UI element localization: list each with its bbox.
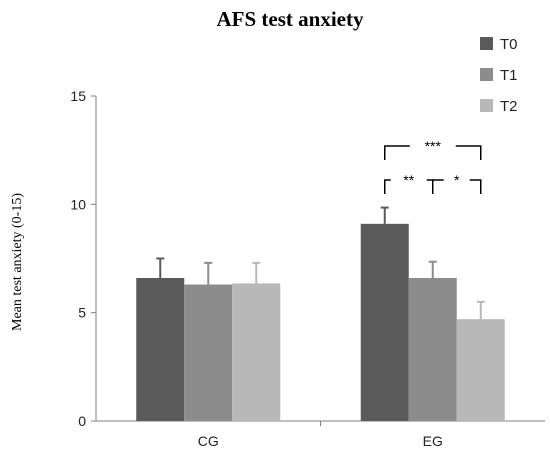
significance-label: ** <box>403 172 414 188</box>
significance-bracket <box>432 179 482 194</box>
legend-swatch-t1 <box>480 68 493 81</box>
y-tick-label: 0 <box>78 413 86 429</box>
legend-label-t0: T0 <box>500 36 518 53</box>
y-tick-label: 5 <box>78 305 86 321</box>
legend-swatch-t2 <box>480 99 493 112</box>
legend: T0 T1 T2 <box>480 36 518 115</box>
bar-t1-cg <box>184 284 233 421</box>
y-tick-label: 10 <box>70 196 86 212</box>
x-category-label: EG <box>423 433 443 449</box>
y-tick-label: 15 <box>70 88 86 104</box>
chart-title: AFS test anxiety <box>217 7 364 31</box>
bar-t2-cg <box>232 283 281 421</box>
bar-t0-cg <box>136 278 185 421</box>
significance-label: *** <box>425 138 442 154</box>
bar-t1-eg <box>408 278 457 421</box>
bar-t2-eg <box>456 319 505 421</box>
bar-t0-eg <box>360 223 409 421</box>
legend-label-t2: T2 <box>500 98 518 115</box>
legend-label-t1: T1 <box>500 67 518 84</box>
significance-label: * <box>454 172 460 188</box>
significance-bracket <box>384 145 482 160</box>
legend-swatch-t0 <box>480 37 493 50</box>
x-category-label: CG <box>198 433 219 449</box>
y-axis-label: Mean test anxiety (0-15) <box>10 193 25 331</box>
